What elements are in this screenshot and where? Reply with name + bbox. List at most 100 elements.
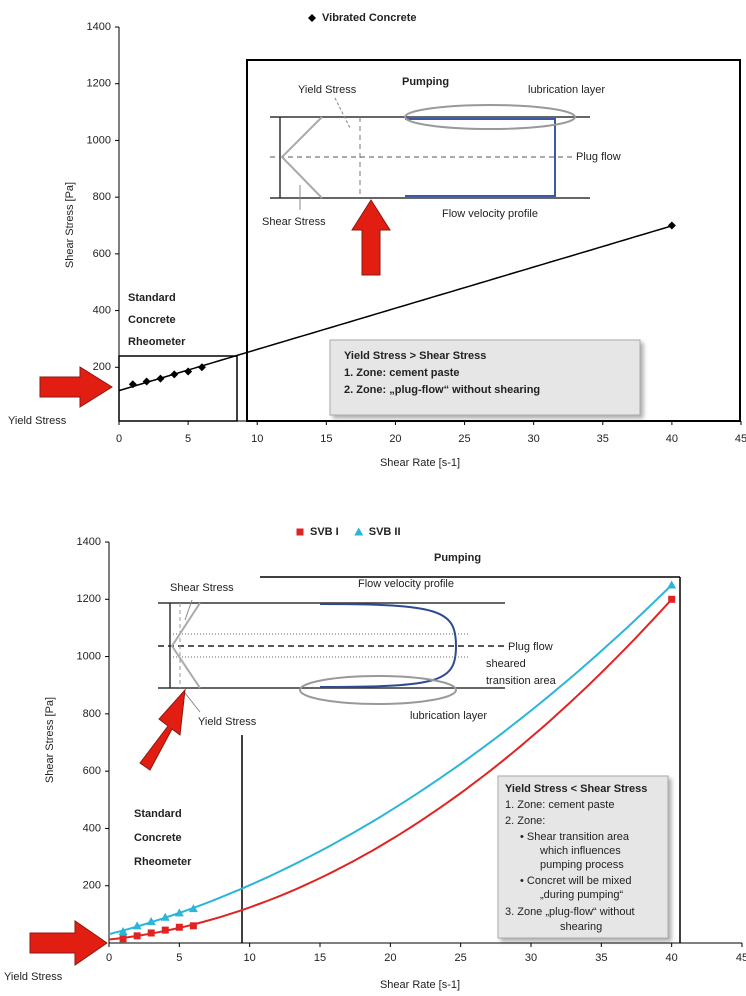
marker bbox=[668, 222, 676, 230]
annotation: 1. Zone: cement paste bbox=[344, 367, 460, 379]
x-tick-label: 10 bbox=[244, 952, 256, 964]
annotation: which influences bbox=[539, 845, 621, 857]
annotation: sheared bbox=[486, 658, 526, 670]
annotation: Concrete bbox=[134, 832, 182, 844]
y-tick-label: 800 bbox=[83, 708, 101, 720]
lubrication-ellipse bbox=[300, 676, 456, 704]
annotation: lubrication layer bbox=[528, 84, 605, 96]
x-axis-title: Shear Rate [s-1] bbox=[380, 457, 460, 469]
marker bbox=[190, 922, 197, 929]
marker bbox=[667, 580, 676, 588]
y-tick-label: 400 bbox=[93, 304, 111, 316]
x-tick-label: 5 bbox=[185, 433, 191, 445]
marker bbox=[170, 370, 178, 378]
annotation: Standard bbox=[134, 808, 182, 820]
marker bbox=[134, 932, 141, 939]
annotation: „during pumping“ bbox=[540, 889, 623, 901]
marker bbox=[156, 375, 164, 383]
annotation: • Concret will be mixed bbox=[520, 875, 631, 887]
marker bbox=[143, 377, 151, 385]
x-tick-label: 5 bbox=[176, 952, 182, 964]
x-tick-label: 20 bbox=[389, 433, 401, 445]
annotation: Flow velocity profile bbox=[358, 578, 454, 590]
y-tick-label: 600 bbox=[83, 765, 101, 777]
y-tick-label: 800 bbox=[93, 191, 111, 203]
marker bbox=[297, 529, 304, 536]
annotation: 1. Zone: cement paste bbox=[505, 799, 614, 811]
annotation: Standard bbox=[128, 292, 176, 304]
x-tick-label: 20 bbox=[384, 952, 396, 964]
legend-label: SVB II bbox=[369, 526, 401, 538]
x-tick-label: 25 bbox=[458, 433, 470, 445]
x-tick-label: 15 bbox=[320, 433, 332, 445]
marker bbox=[308, 14, 316, 22]
annotation: Yield Stress < Shear Stress bbox=[505, 783, 647, 795]
y-tick-label: 1000 bbox=[77, 650, 101, 662]
annotation: Shear Stress bbox=[170, 582, 234, 594]
rheometer-box bbox=[119, 356, 237, 421]
annotation: 3. Zone „plug-flow“ without bbox=[505, 906, 635, 918]
annotation: pumping process bbox=[540, 859, 624, 871]
y-axis-title: Shear Stress [Pa] bbox=[44, 697, 56, 783]
y-tick-label: 1000 bbox=[87, 134, 111, 146]
annotation: Yield Stress bbox=[8, 415, 67, 427]
x-tick-label: 0 bbox=[116, 433, 122, 445]
annotation: Yield Stress bbox=[4, 971, 63, 983]
x-tick-label: 30 bbox=[528, 433, 540, 445]
annotation: Pumping bbox=[402, 76, 449, 88]
x-tick-label: 45 bbox=[735, 433, 746, 445]
annotation: Flow velocity profile bbox=[442, 208, 538, 220]
x-tick-label: 35 bbox=[597, 433, 609, 445]
annotation: Yield Stress bbox=[298, 84, 357, 96]
x-tick-label: 30 bbox=[525, 952, 537, 964]
pointer bbox=[335, 98, 350, 128]
annotation: 2. Zone: „plug-flow“ without shearing bbox=[344, 384, 540, 396]
annotation: Shear Stress bbox=[262, 216, 326, 228]
y-tick-label: 200 bbox=[93, 361, 111, 373]
y-tick-label: 600 bbox=[93, 248, 111, 260]
legend-label: SVB I bbox=[310, 526, 339, 538]
page: 2004006008001000120014000510152025303540… bbox=[0, 0, 746, 996]
annotation: Rheometer bbox=[128, 336, 186, 348]
y-tick-label: 1400 bbox=[87, 21, 111, 33]
x-tick-label: 0 bbox=[106, 952, 112, 964]
x-tick-label: 35 bbox=[595, 952, 607, 964]
arrow bbox=[30, 921, 107, 965]
marker bbox=[668, 596, 675, 603]
marker bbox=[176, 924, 183, 931]
y-tick-label: 1400 bbox=[77, 536, 101, 548]
annotation: Yield Stress > Shear Stress bbox=[344, 350, 486, 362]
annotation: Plug flow bbox=[576, 151, 621, 163]
x-tick-label: 25 bbox=[455, 952, 467, 964]
annotation: lubrication layer bbox=[410, 710, 487, 722]
x-tick-label: 40 bbox=[666, 433, 678, 445]
figure: 2004006008001000120014000510152025303540… bbox=[0, 0, 746, 996]
annotation: Plug flow bbox=[508, 641, 553, 653]
pointer bbox=[185, 693, 200, 712]
arrow bbox=[352, 200, 390, 275]
annotation: 2. Zone: bbox=[505, 815, 545, 827]
arrow bbox=[140, 690, 185, 770]
y-tick-label: 1200 bbox=[77, 593, 101, 605]
annotation: shearing bbox=[560, 921, 602, 933]
annotation: Rheometer bbox=[134, 856, 192, 868]
x-tick-label: 45 bbox=[736, 952, 746, 964]
marker bbox=[148, 929, 155, 936]
y-tick-label: 200 bbox=[83, 880, 101, 892]
annotation: Pumping bbox=[434, 552, 481, 564]
x-tick-label: 40 bbox=[666, 952, 678, 964]
x-tick-label: 15 bbox=[314, 952, 326, 964]
y-tick-label: 400 bbox=[83, 822, 101, 834]
y-axis-title: Shear Stress [Pa] bbox=[64, 182, 76, 268]
marker bbox=[162, 927, 169, 934]
marker bbox=[354, 528, 363, 536]
x-tick-label: 10 bbox=[251, 433, 263, 445]
y-tick-label: 1200 bbox=[87, 78, 111, 90]
annotation: Concrete bbox=[128, 314, 176, 326]
x-axis-title: Shear Rate [s-1] bbox=[380, 979, 460, 991]
legend-label: Vibrated Concrete bbox=[322, 12, 417, 24]
marker bbox=[120, 935, 127, 942]
annotation: • Shear transition area bbox=[520, 831, 630, 843]
annotation: Yield Stress bbox=[198, 716, 257, 728]
annotation: transition area bbox=[486, 675, 557, 687]
